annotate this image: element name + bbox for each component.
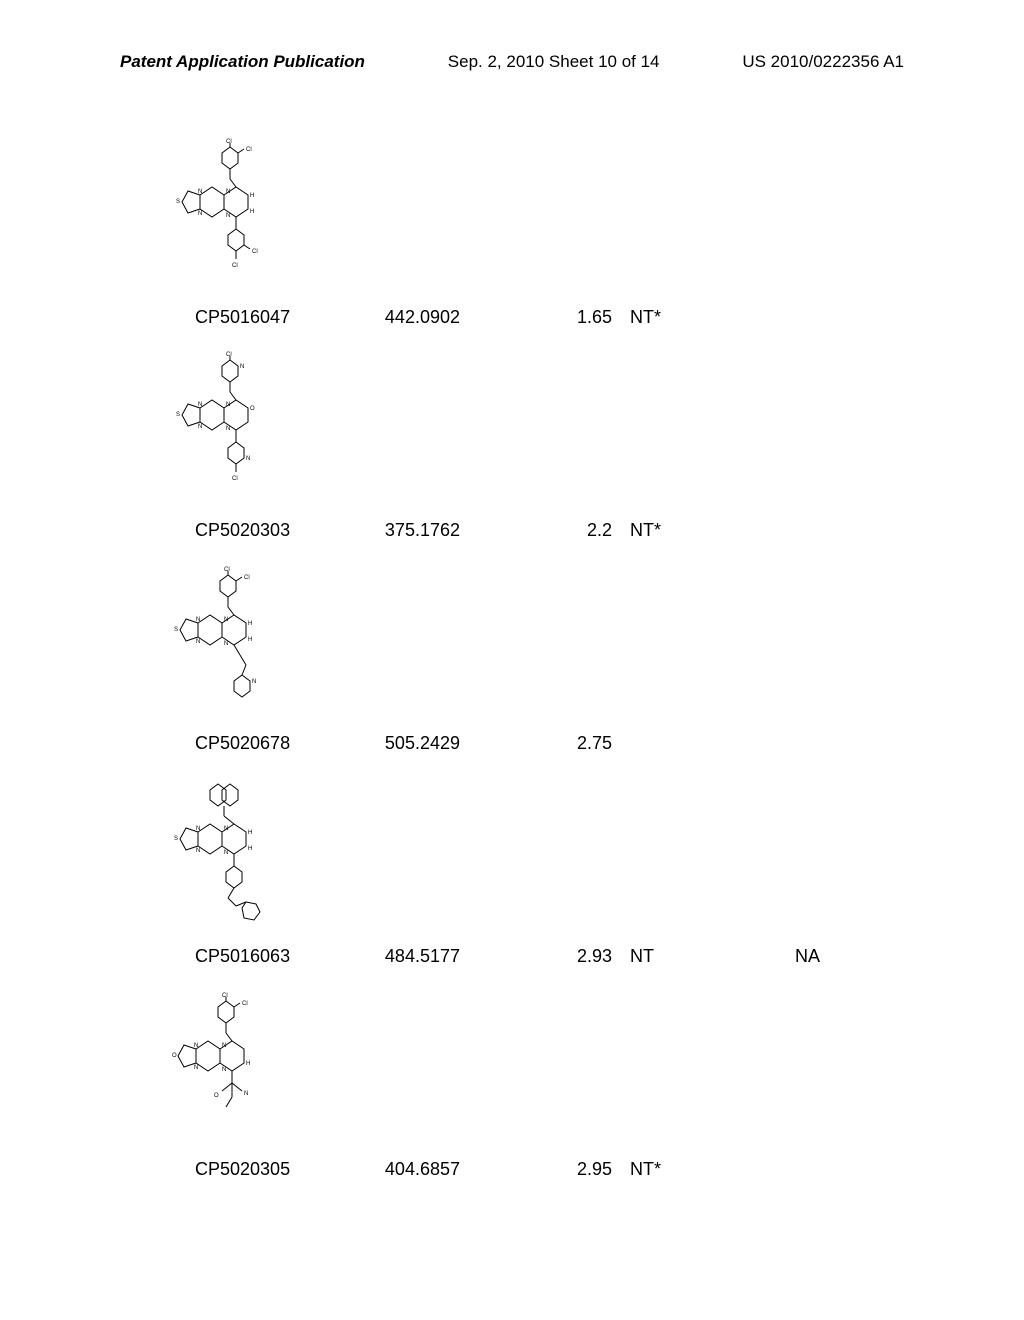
svg-text:Cl: Cl [246, 147, 252, 153]
svg-text:H: H [248, 846, 252, 852]
svg-text:N: N [194, 1065, 198, 1071]
svg-text:N: N [246, 456, 250, 462]
molecule-structure: Cl Cl O N N N N H O N [150, 972, 350, 1157]
svg-text:N: N [198, 211, 202, 217]
status-value: NT* [630, 1159, 710, 1180]
svg-text:N: N [224, 617, 228, 623]
mass-value: 505.2429 [350, 733, 530, 754]
svg-text:N: N [252, 679, 256, 685]
compound-id: CP5020305 [150, 1159, 350, 1180]
svg-text:N: N [240, 364, 244, 370]
svg-text:O: O [250, 406, 255, 412]
svg-text:N: N [194, 1043, 198, 1049]
svg-text:N: N [198, 424, 202, 430]
svg-text:S: S [176, 199, 180, 205]
svg-text:N: N [198, 189, 202, 195]
molecule-icon: Cl N S N N N N O N Cl [170, 348, 280, 503]
svg-text:H: H [246, 1061, 250, 1067]
svg-text:N: N [222, 1067, 226, 1073]
numeric-value: 2.2 [530, 520, 630, 541]
table-row: CP5020305 404.6857 2.95 NT* [150, 1157, 890, 1185]
svg-text:H: H [250, 193, 254, 199]
svg-text:N: N [226, 426, 230, 432]
mass-value: 484.5177 [350, 946, 530, 967]
content-area: Cl Cl S N N N N H H Cl [150, 120, 890, 1185]
molecule-structure: Cl Cl S N N N N H H Cl [150, 120, 350, 305]
page-header: Patent Application Publication Sep. 2, 2… [0, 52, 1024, 72]
molecule-structure: S N N N N H H [150, 759, 350, 944]
svg-text:N: N [226, 213, 230, 219]
mass-value: 442.0902 [350, 307, 530, 328]
compound-id: CP5020303 [150, 520, 350, 541]
table-row: CP5016063 484.5177 2.93 NT NA [150, 944, 890, 972]
header-date-sheet: Sep. 2, 2010 Sheet 10 of 14 [448, 52, 660, 72]
header-patent-number: US 2010/0222356 A1 [742, 52, 904, 72]
svg-text:H: H [248, 637, 252, 643]
table-row: CP5020678 505.2429 2.75 [150, 731, 890, 759]
svg-text:N: N [226, 402, 230, 408]
svg-text:N: N [222, 1043, 226, 1049]
svg-text:N: N [196, 639, 200, 645]
header-publication: Patent Application Publication [120, 52, 365, 72]
compound-id: CP5016047 [150, 307, 350, 328]
svg-text:Cl: Cl [222, 993, 228, 999]
svg-text:Cl: Cl [232, 476, 238, 482]
svg-text:Cl: Cl [226, 139, 232, 145]
svg-text:O: O [172, 1053, 177, 1059]
status-value: NT [630, 946, 710, 967]
molecule-structure: Cl N S N N N N O N Cl [150, 333, 350, 518]
svg-text:Cl: Cl [232, 263, 238, 269]
svg-text:N: N [224, 850, 228, 856]
svg-text:S: S [176, 412, 180, 418]
compound-id: CP5020678 [150, 733, 350, 754]
svg-text:O: O [214, 1093, 219, 1099]
svg-text:H: H [250, 209, 254, 215]
status-value: NT* [630, 520, 710, 541]
molecule-icon: Cl Cl S N N N N H H Cl [170, 135, 280, 290]
svg-text:S: S [174, 627, 178, 633]
svg-text:Cl: Cl [226, 352, 232, 358]
table-row: CP5020303 375.1762 2.2 NT* [150, 518, 890, 546]
svg-text:S: S [174, 836, 178, 842]
molecule-icon: S N N N N H H [170, 774, 280, 929]
numeric-value: 2.75 [530, 733, 630, 754]
svg-text:N: N [244, 1091, 248, 1097]
numeric-value: 1.65 [530, 307, 630, 328]
svg-text:Cl: Cl [242, 1001, 248, 1007]
svg-text:N: N [198, 402, 202, 408]
numeric-value: 2.95 [530, 1159, 630, 1180]
svg-text:N: N [196, 848, 200, 854]
svg-text:N: N [224, 826, 228, 832]
compound-id: CP5016063 [150, 946, 350, 967]
svg-text:N: N [196, 826, 200, 832]
svg-text:N: N [196, 617, 200, 623]
svg-text:Cl: Cl [252, 249, 258, 255]
svg-text:H: H [248, 830, 252, 836]
svg-text:N: N [226, 189, 230, 195]
table-row: CP5016047 442.0902 1.65 NT* [150, 305, 890, 333]
molecule-icon: Cl Cl S N N N N H H N [170, 561, 280, 716]
molecule-structure: Cl Cl S N N N N H H N [150, 546, 350, 731]
numeric-value: 2.93 [530, 946, 630, 967]
extra-value: NA [710, 946, 850, 967]
mass-value: 404.6857 [350, 1159, 530, 1180]
svg-text:N: N [224, 641, 228, 647]
mass-value: 375.1762 [350, 520, 530, 541]
status-value: NT* [630, 307, 710, 328]
svg-text:H: H [248, 621, 252, 627]
molecule-icon: Cl Cl O N N N N H O N [170, 987, 280, 1142]
svg-text:Cl: Cl [244, 575, 250, 581]
svg-text:Cl: Cl [224, 567, 230, 573]
